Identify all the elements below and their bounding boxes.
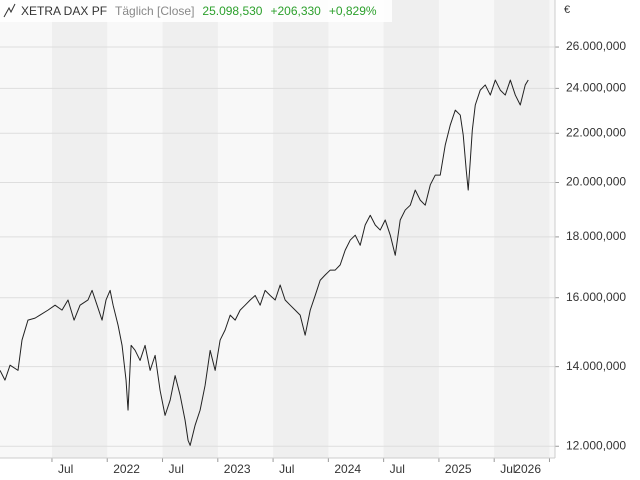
line-icon xyxy=(3,3,16,18)
band xyxy=(51,0,108,458)
x-tick-label: 2024 xyxy=(334,462,361,476)
lines xyxy=(0,79,529,446)
y-tick-label: 20.000,000 xyxy=(566,175,626,189)
header-background xyxy=(0,0,392,22)
subtitle: Täglich [Close] xyxy=(115,4,194,18)
bands xyxy=(51,0,550,458)
last-value: 25.098,530 xyxy=(202,4,262,18)
y-unit: € xyxy=(564,4,570,16)
x-tick-label: Jul xyxy=(500,462,515,476)
x-tick-label: Jul xyxy=(279,462,294,476)
x-tick-label: 2025 xyxy=(445,462,472,476)
x-tick-label: Jul xyxy=(390,462,405,476)
y-tick-label: 22.000,000 xyxy=(566,125,626,139)
band xyxy=(162,0,218,458)
y-tick-label: 14.000,000 xyxy=(566,359,626,373)
y-tick-label: 16.000,000 xyxy=(566,290,626,304)
x-tick-label: 2023 xyxy=(224,462,251,476)
band xyxy=(273,0,329,458)
change-value: +206,330 xyxy=(270,4,321,18)
x-tick-label: Jul xyxy=(58,462,73,476)
series-name: XETRA DAX PF xyxy=(21,4,107,18)
y-tick-label: 18.000,000 xyxy=(566,229,626,243)
x-tick-label: 2022 xyxy=(113,462,140,476)
x-tick-label: 2026 xyxy=(514,462,541,476)
y-tick-label: 12.000,000 xyxy=(566,438,626,452)
change-percent: +0,829% xyxy=(329,4,377,18)
price-line xyxy=(0,79,529,446)
y-tick-label: 26.000,000 xyxy=(566,39,626,53)
x-tick-label: Jul xyxy=(169,462,184,476)
y-tick-label: 24.000,000 xyxy=(566,81,626,95)
band xyxy=(383,0,439,458)
band xyxy=(494,0,550,458)
